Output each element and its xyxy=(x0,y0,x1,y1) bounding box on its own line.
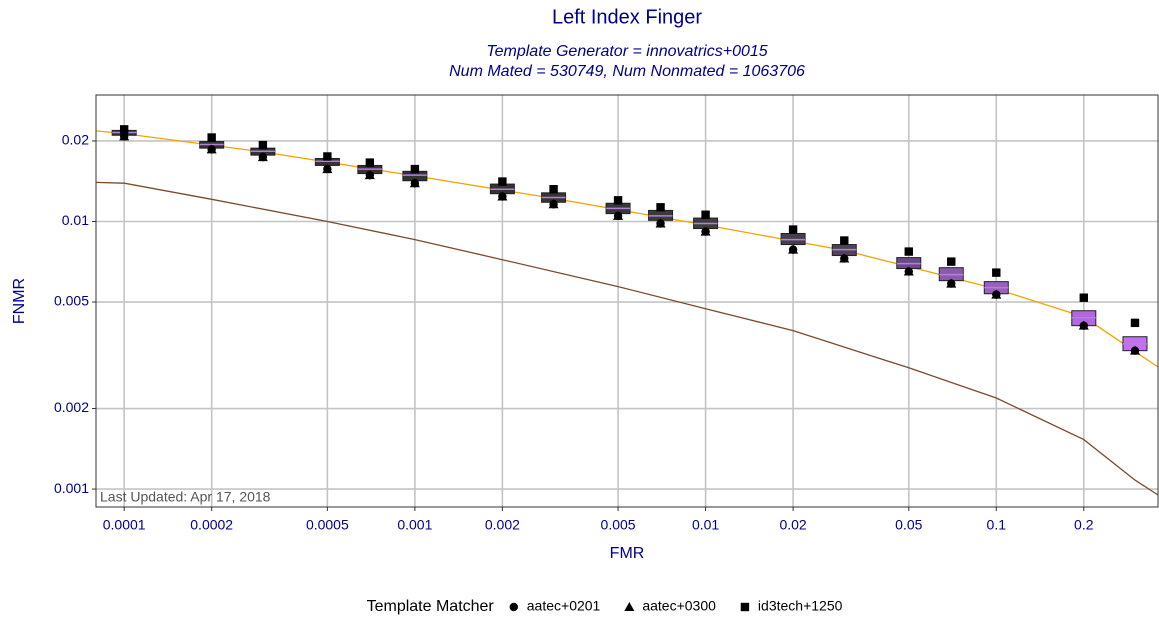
x-tick-label: 0.0005 xyxy=(306,517,349,533)
legend-title: Template Matcher xyxy=(367,598,495,615)
x-tick-label: 0.2 xyxy=(1074,517,1094,533)
chart-subtitle: Template Generator = innovatrics+0015 xyxy=(486,43,767,60)
point xyxy=(549,185,558,194)
point xyxy=(788,244,799,254)
x-tick-label: 0.02 xyxy=(779,517,806,533)
point xyxy=(548,199,559,209)
point xyxy=(258,140,268,150)
point xyxy=(322,164,333,174)
legend-marker xyxy=(740,602,750,612)
point xyxy=(613,210,624,220)
x-tick-label: 0.001 xyxy=(397,517,432,533)
x-tick-label: 0.05 xyxy=(895,517,922,533)
x-tick-label: 0.002 xyxy=(485,517,520,533)
point xyxy=(323,152,332,161)
point xyxy=(1078,320,1089,330)
y-tick-label: 0.01 xyxy=(62,212,89,228)
point xyxy=(119,125,129,134)
y-tick-label: 0.005 xyxy=(54,293,89,309)
point xyxy=(839,253,850,263)
legend-marker xyxy=(509,602,518,612)
point xyxy=(409,178,420,188)
point xyxy=(701,210,710,219)
point xyxy=(991,289,1002,299)
point xyxy=(119,131,130,141)
x-tick-label: 0.01 xyxy=(692,517,719,533)
point xyxy=(903,266,914,276)
x-tick-label: 0.0001 xyxy=(103,517,146,533)
point xyxy=(206,144,217,154)
y-tick-label: 0.001 xyxy=(54,480,89,496)
y-tick-label: 0.002 xyxy=(54,399,89,415)
x-axis-label: FMR xyxy=(610,545,645,562)
x-tick-label: 0.0002 xyxy=(190,517,233,533)
legend-label: id3tech+1250 xyxy=(758,598,843,614)
point xyxy=(840,236,849,245)
point xyxy=(257,152,268,162)
legend-label: aatec+0201 xyxy=(527,598,601,614)
point xyxy=(613,196,623,205)
panel-border xyxy=(95,94,1159,508)
point xyxy=(788,225,798,234)
y-tick-label: 0.02 xyxy=(62,132,89,148)
point xyxy=(497,191,508,201)
point xyxy=(947,257,956,266)
annotation: Last Updated: Apr 17, 2018 xyxy=(100,489,271,505)
point xyxy=(1129,345,1140,355)
point xyxy=(364,170,375,180)
point xyxy=(700,226,711,236)
plot-panel xyxy=(96,95,1158,507)
chart-subtitle: Num Mated = 530749, Num Nonmated = 10637… xyxy=(449,63,805,80)
point xyxy=(992,268,1001,277)
point xyxy=(904,247,913,256)
point xyxy=(656,203,665,212)
point xyxy=(410,164,420,174)
chart-title: Left Index Finger xyxy=(552,6,702,28)
point xyxy=(1079,293,1088,302)
point xyxy=(365,158,375,167)
curve xyxy=(95,181,1159,496)
point xyxy=(655,218,666,228)
point xyxy=(1130,318,1140,328)
point xyxy=(207,133,216,142)
y-axis-label: FNMR xyxy=(11,278,28,324)
point xyxy=(946,278,957,288)
x-tick-label: 0.1 xyxy=(987,517,1007,533)
legend-label: aatec+0300 xyxy=(642,598,716,614)
x-tick-label: 0.005 xyxy=(601,517,636,533)
point xyxy=(498,177,507,186)
legend-marker xyxy=(624,602,635,611)
